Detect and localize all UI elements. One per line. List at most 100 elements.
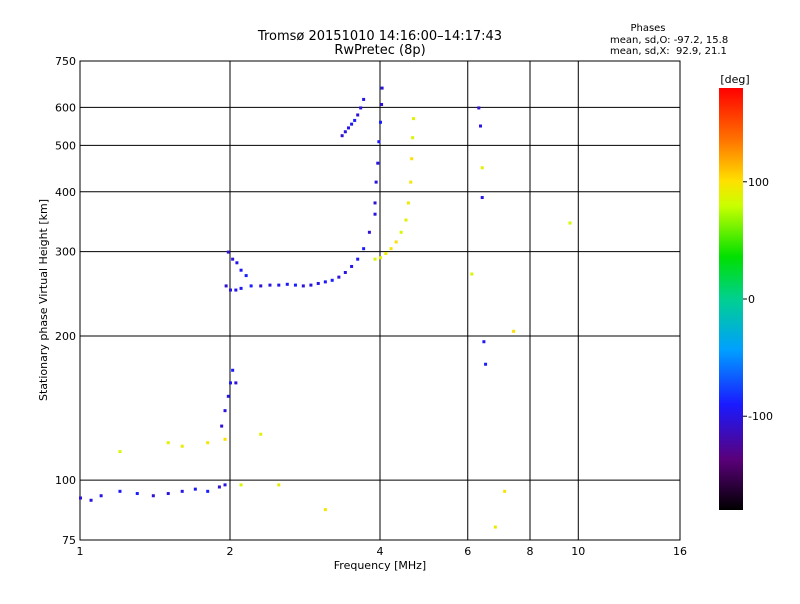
x-tick-label: 8 (527, 545, 534, 558)
o-mode-point (249, 284, 253, 288)
x-tick-label: 1 (77, 545, 84, 558)
o-mode-point (217, 485, 221, 489)
o-mode-point (293, 283, 297, 287)
o-mode-point (223, 409, 227, 413)
o-mode-point (309, 283, 313, 287)
o-mode-point (268, 283, 272, 287)
x-mode-point (406, 201, 410, 205)
o-mode-point (99, 494, 103, 498)
o-mode-point (239, 268, 243, 272)
colorbar-label: [deg] (720, 73, 749, 86)
o-mode-point (377, 140, 381, 144)
colorbar-tick-label: 100 (748, 176, 769, 189)
o-mode-point (231, 368, 235, 372)
o-mode-point (380, 102, 384, 106)
stats-x-line: mean, sd,X: 92.9, 21.1 (610, 46, 727, 57)
x-mode-point (411, 136, 415, 140)
o-mode-point (376, 161, 380, 165)
y-tick-label: 200 (55, 330, 76, 343)
y-tick-labels: 75 100 200 300 400 500 600 750 (55, 55, 76, 547)
x-tick-label: 16 (673, 545, 687, 558)
o-mode-point (323, 280, 327, 284)
x-mode-point (389, 247, 393, 251)
o-mode-point (244, 274, 248, 278)
x-mode-point (568, 221, 572, 225)
o-mode-point (229, 288, 232, 292)
o-mode-point (301, 284, 305, 288)
o-mode-point (484, 362, 488, 366)
o-mode-point (259, 284, 263, 288)
o-mode-point (373, 201, 377, 205)
o-mode-point (234, 381, 238, 385)
x-axis-label: Frequency [MHz] (334, 559, 426, 572)
o-mode-point (356, 113, 360, 117)
o-mode-point (151, 494, 155, 498)
o-mode-point (340, 134, 344, 138)
o-mode-point (362, 97, 366, 101)
o-mode-point (316, 281, 320, 285)
x-mode-point (470, 272, 474, 276)
x-mode-point (384, 252, 388, 256)
o-mode-point (373, 212, 377, 216)
x-mode-point (394, 240, 398, 244)
x-mode-point (412, 117, 416, 121)
y-tick-label: 750 (55, 55, 76, 68)
x-mode-point (118, 450, 122, 454)
o-mode-point (362, 247, 366, 251)
x-mode-point (259, 432, 263, 436)
y-axis-label: Stationary phase Virtual Height [km] (37, 199, 50, 401)
o-mode-point (353, 118, 357, 122)
o-mode-point (350, 122, 354, 126)
o-mode-point (343, 130, 347, 134)
x-mode-point (180, 444, 184, 448)
o-mode-point (337, 275, 341, 279)
chart-title: Tromsø 20151010 14:16:00–14:17:43 (257, 29, 502, 44)
x-mode-point (512, 329, 516, 333)
colorbar-ticks: 100 0 -100 (743, 176, 773, 423)
x-mode-point (404, 218, 408, 222)
colorbar (719, 88, 743, 510)
o-mode-point (356, 257, 360, 261)
o-mode-point (135, 492, 139, 496)
o-mode-point (226, 250, 230, 254)
o-mode-point (180, 489, 184, 493)
o-mode-point (226, 394, 230, 398)
o-mode-point (367, 230, 371, 234)
x-mode-point (323, 508, 327, 512)
x-mode-point (503, 489, 507, 493)
o-mode-point (277, 283, 281, 287)
stats-heading: Phases (630, 23, 665, 34)
x-mode-point (409, 180, 413, 184)
x-mode-point (277, 483, 281, 487)
o-mode-point (220, 424, 224, 428)
x-mode-point (373, 257, 377, 261)
o-mode-point (480, 196, 484, 200)
x-tick-label: 6 (464, 545, 471, 558)
o-mode-point (234, 288, 238, 292)
x-tick-label: 4 (377, 545, 384, 558)
grid-lines (80, 61, 680, 540)
o-mode-point (477, 106, 481, 110)
o-mode-point (206, 489, 210, 493)
o-mode-point (231, 257, 235, 261)
colorbar-tick-label: -100 (748, 410, 773, 423)
x-mode-point (493, 525, 497, 529)
data-points (79, 86, 572, 529)
o-mode-point (482, 340, 486, 344)
y-tick-label: 100 (55, 474, 76, 487)
o-mode-point (166, 492, 170, 496)
colorbar-tick-label: 0 (748, 293, 755, 306)
x-tick-label: 10 (571, 545, 585, 558)
o-mode-point (374, 180, 378, 184)
o-mode-point (239, 286, 243, 290)
o-mode-point (118, 489, 122, 493)
o-mode-point (479, 124, 483, 128)
y-tick-label: 75 (62, 534, 76, 547)
x-mode-point (223, 437, 227, 441)
y-tick-label: 300 (55, 246, 76, 259)
x-mode-point (166, 441, 170, 445)
chart-subtitle: RwPretec (8p) (334, 43, 425, 58)
x-tick-labels: 1 2 4 6 8 10 16 (77, 545, 688, 558)
o-mode-point (350, 264, 354, 268)
